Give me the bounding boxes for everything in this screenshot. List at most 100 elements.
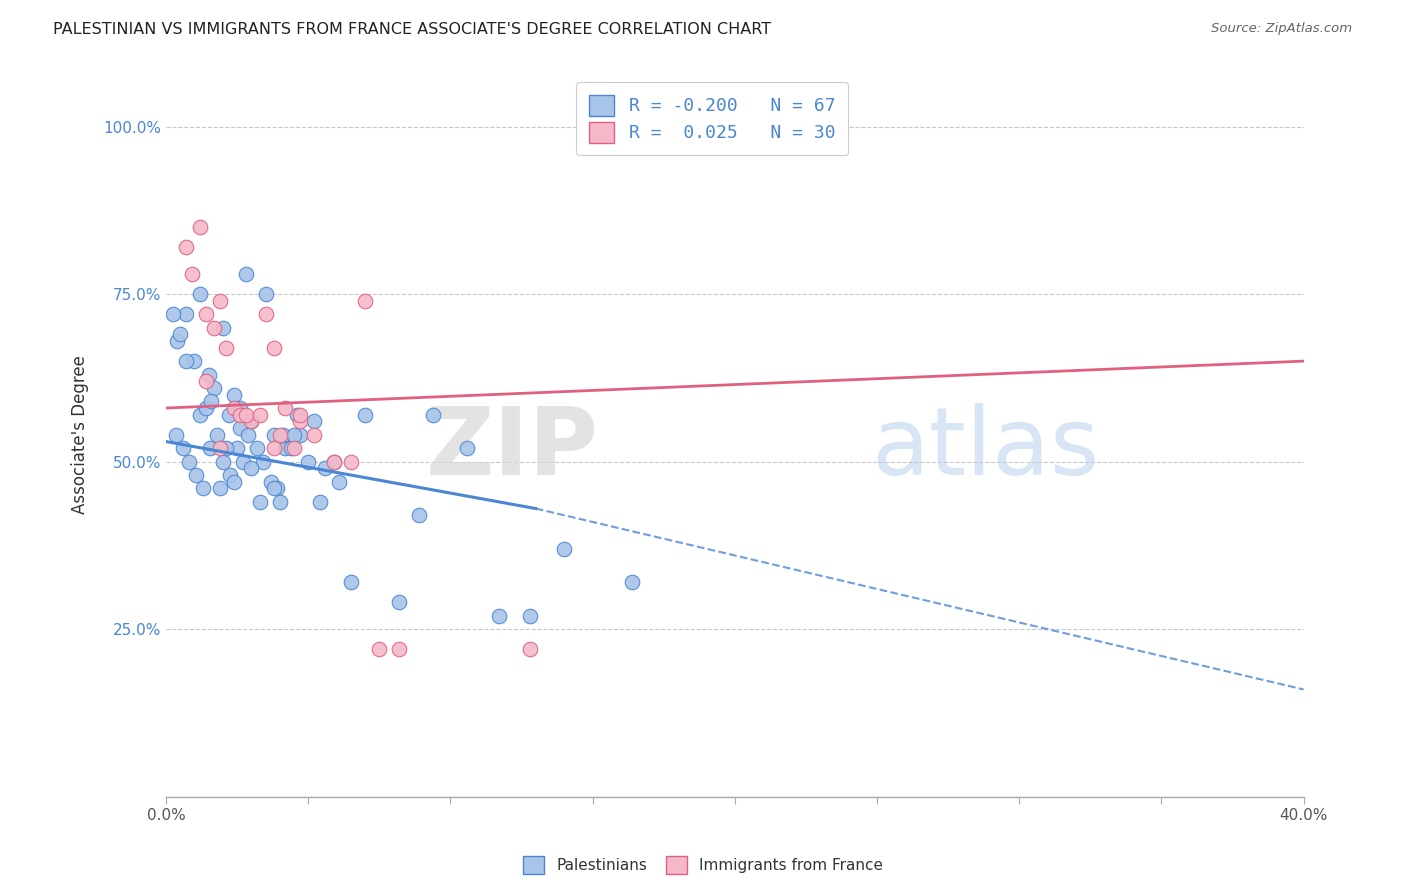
- Point: [198, 441, 221, 455]
- Point: [188, 408, 211, 422]
- Point: [322, 455, 344, 469]
- Point: [219, 468, 242, 483]
- Point: [226, 441, 249, 455]
- Point: [194, 374, 217, 388]
- Point: [240, 461, 263, 475]
- Point: [174, 307, 197, 321]
- Point: [263, 441, 285, 455]
- Point: [302, 414, 325, 428]
- Text: Source: ZipAtlas.com: Source: ZipAtlas.com: [1212, 22, 1353, 36]
- Point: [224, 401, 246, 415]
- Point: [197, 368, 219, 382]
- Point: [340, 455, 363, 469]
- Point: [188, 287, 211, 301]
- Point: [271, 427, 294, 442]
- Point: [208, 482, 231, 496]
- Point: [172, 441, 194, 455]
- Point: [263, 482, 285, 496]
- Point: [240, 414, 263, 428]
- Point: [205, 427, 228, 442]
- Point: [274, 401, 297, 415]
- Point: [215, 341, 238, 355]
- Point: [280, 441, 302, 455]
- Point: [184, 468, 207, 483]
- Point: [165, 427, 187, 442]
- Point: [254, 287, 277, 301]
- Point: [263, 341, 285, 355]
- Point: [302, 427, 325, 442]
- Point: [274, 441, 297, 455]
- Point: [328, 475, 350, 489]
- Point: [269, 495, 291, 509]
- Point: [322, 455, 344, 469]
- Point: [621, 575, 644, 590]
- Point: [174, 240, 197, 254]
- Point: [194, 307, 217, 321]
- Legend: Palestinians, Immigrants from France: Palestinians, Immigrants from France: [516, 850, 890, 880]
- Point: [224, 387, 246, 401]
- Point: [235, 408, 257, 422]
- Point: [246, 441, 269, 455]
- Point: [260, 475, 283, 489]
- Point: [162, 307, 184, 321]
- Point: [254, 307, 277, 321]
- Text: PALESTINIAN VS IMMIGRANTS FROM FRANCE ASSOCIATE'S DEGREE CORRELATION CHART: PALESTINIAN VS IMMIGRANTS FROM FRANCE AS…: [53, 22, 772, 37]
- Point: [212, 455, 235, 469]
- Point: [288, 414, 311, 428]
- Legend: R = -0.200   N = 67, R =  0.025   N = 30: R = -0.200 N = 67, R = 0.025 N = 30: [576, 82, 848, 155]
- Point: [208, 441, 231, 455]
- Point: [183, 354, 205, 368]
- Text: ZIP: ZIP: [426, 403, 599, 495]
- Point: [488, 608, 510, 623]
- Point: [202, 320, 225, 334]
- Point: [224, 475, 246, 489]
- Point: [235, 267, 257, 281]
- Point: [368, 642, 391, 657]
- Point: [340, 575, 363, 590]
- Point: [689, 120, 711, 134]
- Point: [194, 401, 217, 415]
- Point: [388, 595, 411, 609]
- Text: atlas: atlas: [872, 403, 1099, 495]
- Point: [456, 441, 478, 455]
- Point: [229, 408, 252, 422]
- Point: [314, 461, 336, 475]
- Point: [388, 642, 411, 657]
- Point: [191, 482, 214, 496]
- Point: [229, 401, 252, 415]
- Point: [288, 408, 311, 422]
- Point: [249, 408, 271, 422]
- Point: [297, 455, 319, 469]
- Point: [212, 320, 235, 334]
- Point: [553, 541, 575, 556]
- Point: [240, 414, 263, 428]
- Point: [177, 455, 200, 469]
- Point: [285, 408, 308, 422]
- Point: [218, 408, 240, 422]
- Point: [252, 455, 274, 469]
- Point: [202, 381, 225, 395]
- Point: [174, 354, 197, 368]
- Point: [188, 220, 211, 235]
- Point: [308, 495, 330, 509]
- Point: [263, 427, 285, 442]
- Point: [408, 508, 430, 523]
- Point: [269, 427, 291, 442]
- Point: [519, 642, 541, 657]
- Point: [266, 482, 288, 496]
- Point: [229, 421, 252, 435]
- Point: [283, 427, 305, 442]
- Point: [288, 427, 311, 442]
- Point: [238, 427, 260, 442]
- Point: [215, 441, 238, 455]
- Point: [240, 414, 263, 428]
- Point: [180, 267, 202, 281]
- Point: [169, 327, 191, 342]
- Point: [249, 495, 271, 509]
- Point: [354, 408, 377, 422]
- Point: [200, 394, 222, 409]
- Point: [208, 293, 231, 308]
- Y-axis label: Associate's Degree: Associate's Degree: [72, 355, 89, 515]
- Point: [422, 408, 444, 422]
- Point: [519, 608, 541, 623]
